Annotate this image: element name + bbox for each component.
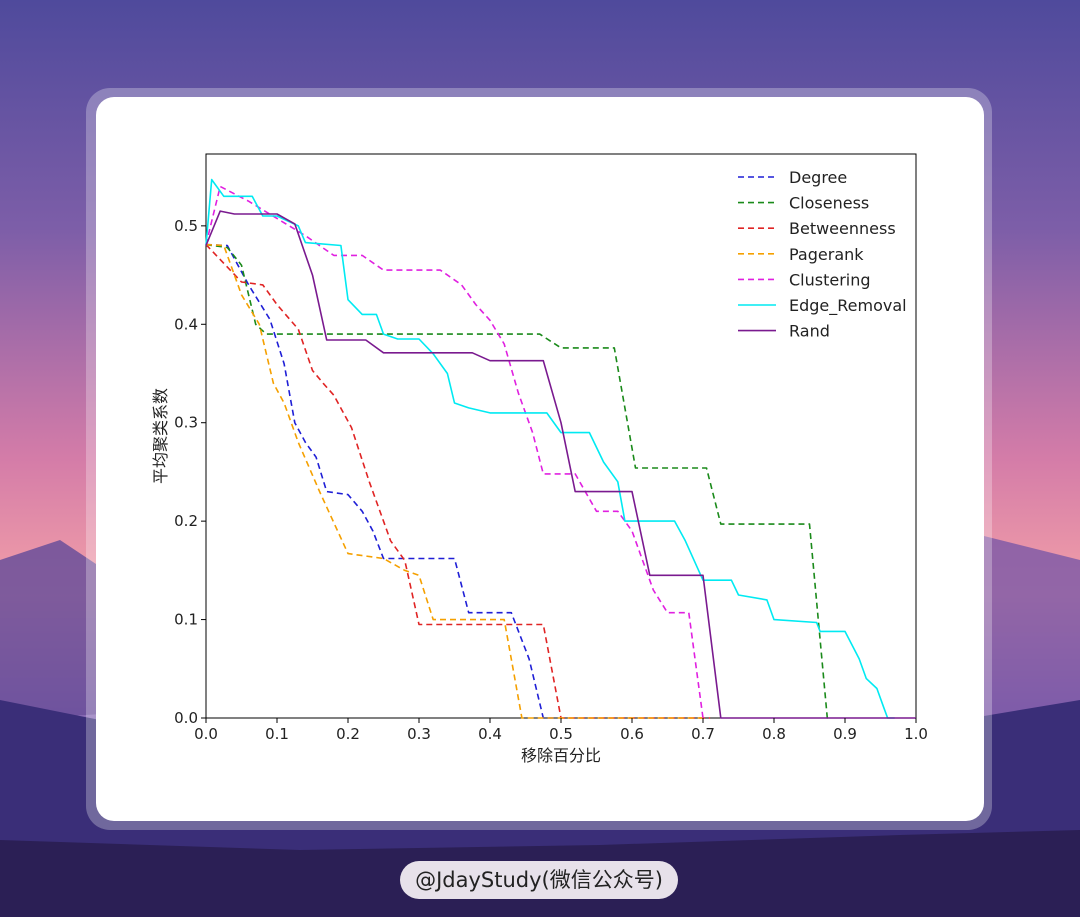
series-line-betweenness <box>205 244 711 719</box>
x-tick-label: 0.0 <box>194 725 218 743</box>
y-tick-label: 0.0 <box>174 709 198 727</box>
x-tick-label: 0.4 <box>478 725 502 743</box>
series-line-closeness <box>205 243 831 719</box>
series-line-degree <box>205 243 554 719</box>
x-tick-label: 0.1 <box>265 725 289 743</box>
y-tick-label: 0.2 <box>174 512 198 530</box>
legend-label: Edge_Removal <box>789 296 907 316</box>
x-tick-label: 0.6 <box>620 725 644 743</box>
x-tick-label: 1.0 <box>904 725 928 743</box>
plot-area <box>205 153 917 719</box>
series-line-edge-removal <box>205 178 895 719</box>
x-tick-label: 0.8 <box>762 725 786 743</box>
x-tick-label: 0.3 <box>407 725 431 743</box>
series-line-pagerank <box>205 243 703 719</box>
y-tick-label: 0.3 <box>174 414 198 432</box>
series-layer <box>205 178 916 719</box>
y-axis-label: 平均聚类系数 <box>151 388 170 484</box>
legend-label: Degree <box>789 168 847 187</box>
x-tick-label: 0.9 <box>833 725 857 743</box>
line-chart: 0.0 0.1 0.2 0.3 0.4 0.5 0.6 0.7 0.8 0.9 1.0 0.0 0.1 0… <box>151 153 928 765</box>
x-tick-label: 0.5 <box>549 725 573 743</box>
legend-label: Closeness <box>789 194 869 213</box>
y-tick-label: 0.4 <box>174 315 198 333</box>
legend-label: Clustering <box>789 270 871 289</box>
watermark-badge: @JdayStudy(微信公众号) <box>400 861 678 899</box>
legend-label: Rand <box>789 322 830 341</box>
ticks: 0.0 0.1 0.2 0.3 0.4 0.5 0.6 0.7 0.8 0.9 1.0 0.0 0.1 0… <box>174 217 928 743</box>
plot-frame <box>205 153 917 719</box>
legend-label: Betweenness <box>789 219 896 238</box>
x-axis-label: 移除百分比 <box>521 746 601 765</box>
y-tick-label: 0.1 <box>174 611 198 629</box>
x-tick-label: 0.2 <box>336 725 360 743</box>
y-tick-label: 0.5 <box>174 217 198 235</box>
legend-label: Pagerank <box>789 245 864 264</box>
series-line-clustering <box>205 185 704 719</box>
legend: Degree Closeness Betweenness Pagerank Cluste… <box>738 168 907 341</box>
x-tick-label: 0.7 <box>691 725 715 743</box>
series-line-rand <box>205 210 916 719</box>
